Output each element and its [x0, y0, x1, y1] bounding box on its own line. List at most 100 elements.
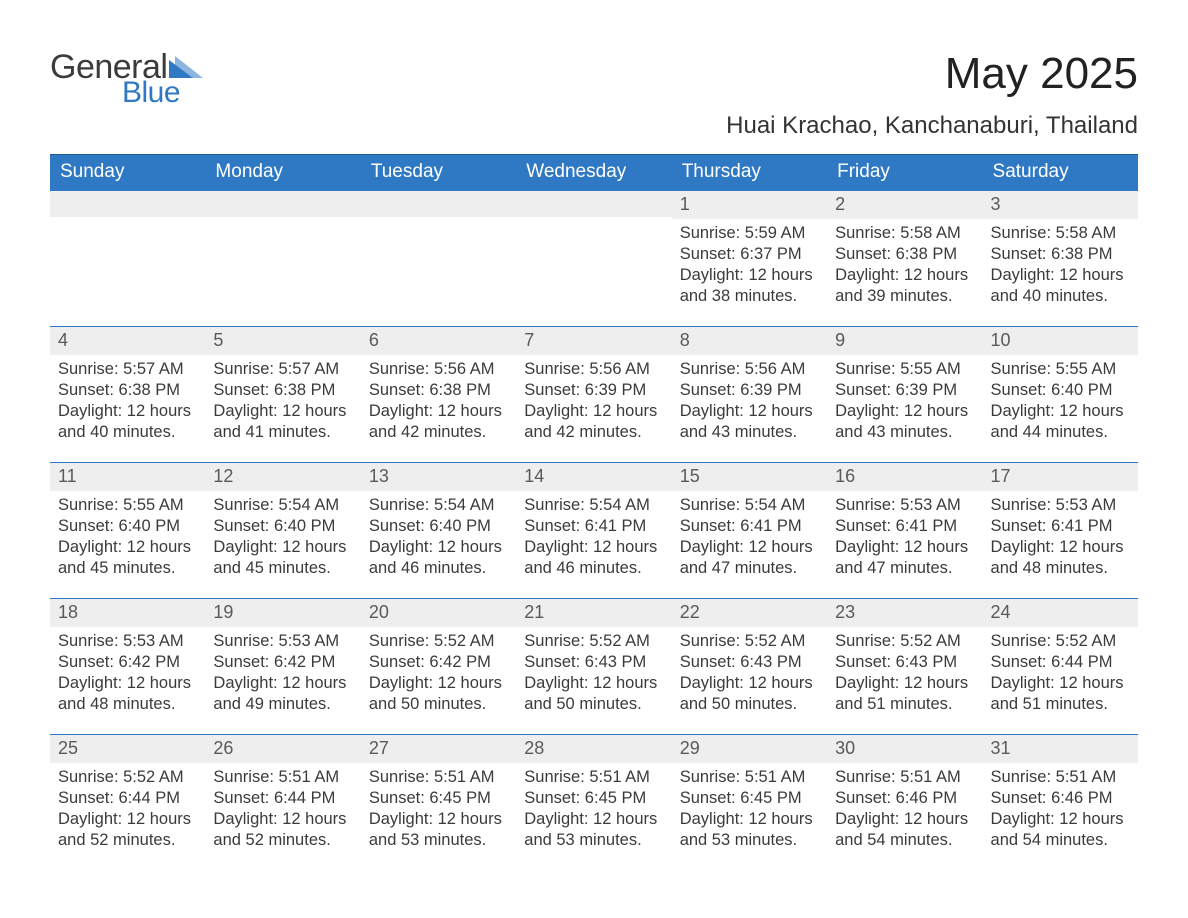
day-cell: 1Sunrise: 5:59 AMSunset: 6:37 PMDaylight…	[672, 191, 827, 326]
day-body: Sunrise: 5:51 AMSunset: 6:45 PMDaylight:…	[361, 763, 516, 859]
day-cell-empty	[50, 191, 205, 326]
dow-tuesday: Tuesday	[361, 155, 516, 190]
day-cell: 5Sunrise: 5:57 AMSunset: 6:38 PMDaylight…	[205, 327, 360, 462]
sunset-text: Sunset: 6:39 PM	[524, 380, 663, 401]
dow-friday: Friday	[827, 155, 982, 190]
day-body: Sunrise: 5:52 AMSunset: 6:43 PMDaylight:…	[672, 627, 827, 723]
day-cell: 18Sunrise: 5:53 AMSunset: 6:42 PMDayligh…	[50, 599, 205, 734]
daylight-text: Daylight: 12 hours and 54 minutes.	[835, 809, 974, 851]
sunrise-text: Sunrise: 5:53 AM	[58, 631, 197, 652]
daylight-text: Daylight: 12 hours and 42 minutes.	[369, 401, 508, 443]
day-cell: 25Sunrise: 5:52 AMSunset: 6:44 PMDayligh…	[50, 735, 205, 870]
daylight-text: Daylight: 12 hours and 47 minutes.	[680, 537, 819, 579]
daylight-text: Daylight: 12 hours and 52 minutes.	[58, 809, 197, 851]
sunset-text: Sunset: 6:38 PM	[58, 380, 197, 401]
day-number: 22	[672, 599, 827, 627]
day-body: Sunrise: 5:53 AMSunset: 6:42 PMDaylight:…	[205, 627, 360, 723]
sunrise-text: Sunrise: 5:52 AM	[369, 631, 508, 652]
sunset-text: Sunset: 6:41 PM	[835, 516, 974, 537]
day-body: Sunrise: 5:52 AMSunset: 6:44 PMDaylight:…	[983, 627, 1138, 723]
month-title: May 2025	[726, 50, 1138, 98]
daylight-text: Daylight: 12 hours and 48 minutes.	[991, 537, 1130, 579]
day-number: 5	[205, 327, 360, 355]
day-cell: 19Sunrise: 5:53 AMSunset: 6:42 PMDayligh…	[205, 599, 360, 734]
day-cell: 13Sunrise: 5:54 AMSunset: 6:40 PMDayligh…	[361, 463, 516, 598]
day-body: Sunrise: 5:51 AMSunset: 6:46 PMDaylight:…	[983, 763, 1138, 859]
sunset-text: Sunset: 6:43 PM	[524, 652, 663, 673]
daylight-text: Daylight: 12 hours and 46 minutes.	[524, 537, 663, 579]
day-cell: 4Sunrise: 5:57 AMSunset: 6:38 PMDaylight…	[50, 327, 205, 462]
day-number: 3	[983, 191, 1138, 219]
daylight-text: Daylight: 12 hours and 45 minutes.	[213, 537, 352, 579]
day-number	[361, 191, 516, 217]
day-body: Sunrise: 5:52 AMSunset: 6:43 PMDaylight:…	[827, 627, 982, 723]
day-body: Sunrise: 5:55 AMSunset: 6:39 PMDaylight:…	[827, 355, 982, 451]
day-cell: 10Sunrise: 5:55 AMSunset: 6:40 PMDayligh…	[983, 327, 1138, 462]
day-cell: 16Sunrise: 5:53 AMSunset: 6:41 PMDayligh…	[827, 463, 982, 598]
sunset-text: Sunset: 6:40 PM	[991, 380, 1130, 401]
day-body: Sunrise: 5:52 AMSunset: 6:42 PMDaylight:…	[361, 627, 516, 723]
day-body: Sunrise: 5:54 AMSunset: 6:41 PMDaylight:…	[516, 491, 671, 587]
sunrise-text: Sunrise: 5:55 AM	[835, 359, 974, 380]
sunrise-text: Sunrise: 5:51 AM	[835, 767, 974, 788]
sunset-text: Sunset: 6:42 PM	[213, 652, 352, 673]
day-number: 16	[827, 463, 982, 491]
dow-saturday: Saturday	[983, 155, 1138, 190]
day-body: Sunrise: 5:53 AMSunset: 6:41 PMDaylight:…	[983, 491, 1138, 587]
daylight-text: Daylight: 12 hours and 49 minutes.	[213, 673, 352, 715]
day-body: Sunrise: 5:58 AMSunset: 6:38 PMDaylight:…	[983, 219, 1138, 315]
brand-triangle-icon	[169, 56, 203, 78]
sunset-text: Sunset: 6:45 PM	[524, 788, 663, 809]
day-cell: 3Sunrise: 5:58 AMSunset: 6:38 PMDaylight…	[983, 191, 1138, 326]
day-cell: 15Sunrise: 5:54 AMSunset: 6:41 PMDayligh…	[672, 463, 827, 598]
day-number: 9	[827, 327, 982, 355]
sunrise-text: Sunrise: 5:52 AM	[58, 767, 197, 788]
daylight-text: Daylight: 12 hours and 51 minutes.	[835, 673, 974, 715]
sunrise-text: Sunrise: 5:58 AM	[835, 223, 974, 244]
sunrise-text: Sunrise: 5:53 AM	[213, 631, 352, 652]
day-number: 4	[50, 327, 205, 355]
sunset-text: Sunset: 6:40 PM	[58, 516, 197, 537]
day-number: 19	[205, 599, 360, 627]
daylight-text: Daylight: 12 hours and 43 minutes.	[680, 401, 819, 443]
brand-logo: General Blue	[50, 50, 203, 108]
day-body: Sunrise: 5:57 AMSunset: 6:38 PMDaylight:…	[50, 355, 205, 451]
day-body: Sunrise: 5:54 AMSunset: 6:40 PMDaylight:…	[361, 491, 516, 587]
day-number: 23	[827, 599, 982, 627]
daylight-text: Daylight: 12 hours and 53 minutes.	[524, 809, 663, 851]
sunset-text: Sunset: 6:40 PM	[213, 516, 352, 537]
sunrise-text: Sunrise: 5:54 AM	[369, 495, 508, 516]
day-number: 11	[50, 463, 205, 491]
day-number: 12	[205, 463, 360, 491]
sunrise-text: Sunrise: 5:56 AM	[524, 359, 663, 380]
week-row: 11Sunrise: 5:55 AMSunset: 6:40 PMDayligh…	[50, 462, 1138, 598]
sunset-text: Sunset: 6:39 PM	[835, 380, 974, 401]
day-number: 10	[983, 327, 1138, 355]
day-number: 30	[827, 735, 982, 763]
day-body: Sunrise: 5:51 AMSunset: 6:45 PMDaylight:…	[516, 763, 671, 859]
day-number: 31	[983, 735, 1138, 763]
daylight-text: Daylight: 12 hours and 40 minutes.	[991, 265, 1130, 307]
day-body: Sunrise: 5:53 AMSunset: 6:41 PMDaylight:…	[827, 491, 982, 587]
day-body: Sunrise: 5:56 AMSunset: 6:39 PMDaylight:…	[672, 355, 827, 451]
day-number	[50, 191, 205, 217]
day-body: Sunrise: 5:52 AMSunset: 6:43 PMDaylight:…	[516, 627, 671, 723]
day-number: 15	[672, 463, 827, 491]
dow-monday: Monday	[205, 155, 360, 190]
day-number	[205, 191, 360, 217]
day-number: 26	[205, 735, 360, 763]
daylight-text: Daylight: 12 hours and 45 minutes.	[58, 537, 197, 579]
sunrise-text: Sunrise: 5:59 AM	[680, 223, 819, 244]
day-cell: 7Sunrise: 5:56 AMSunset: 6:39 PMDaylight…	[516, 327, 671, 462]
day-number: 14	[516, 463, 671, 491]
day-number: 20	[361, 599, 516, 627]
sunset-text: Sunset: 6:38 PM	[213, 380, 352, 401]
sunrise-text: Sunrise: 5:57 AM	[58, 359, 197, 380]
day-body: Sunrise: 5:54 AMSunset: 6:41 PMDaylight:…	[672, 491, 827, 587]
sunset-text: Sunset: 6:37 PM	[680, 244, 819, 265]
week-row: 4Sunrise: 5:57 AMSunset: 6:38 PMDaylight…	[50, 326, 1138, 462]
day-cell: 14Sunrise: 5:54 AMSunset: 6:41 PMDayligh…	[516, 463, 671, 598]
calendar-page: General Blue May 2025 Huai Krachao, Kanc…	[0, 0, 1188, 900]
sunrise-text: Sunrise: 5:51 AM	[369, 767, 508, 788]
daylight-text: Daylight: 12 hours and 38 minutes.	[680, 265, 819, 307]
